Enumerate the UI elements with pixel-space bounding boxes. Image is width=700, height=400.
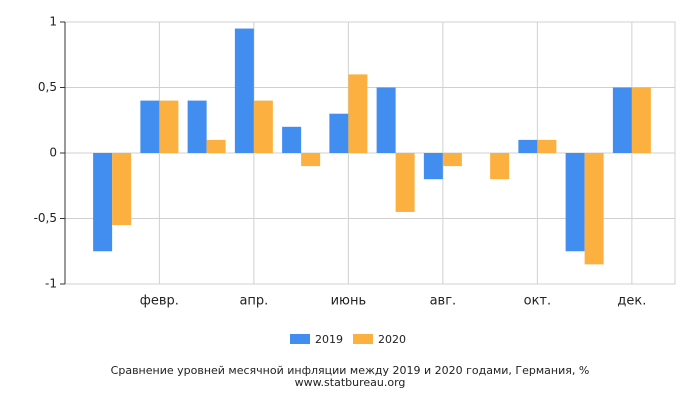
legend-swatch — [353, 334, 373, 344]
bar — [631, 87, 651, 153]
source: www.statbureau.org — [295, 376, 406, 389]
legend-label: 2019 — [315, 333, 343, 346]
bar — [490, 153, 510, 180]
x-tick-label: февр. — [140, 294, 179, 309]
bar — [348, 74, 368, 153]
bar — [565, 153, 585, 252]
legend-swatch — [290, 334, 310, 344]
legend-label: 2020 — [378, 333, 406, 346]
bar — [423, 153, 443, 180]
bar — [253, 100, 273, 153]
y-tick-label: 0,5 — [38, 80, 57, 94]
bar — [584, 153, 604, 265]
bar — [140, 100, 160, 153]
y-tick-label: 1 — [49, 15, 57, 29]
bar — [395, 153, 415, 212]
bar — [282, 126, 302, 153]
x-tick-label: окт. — [524, 294, 552, 309]
chart-title: Сравнение уровней месячной инфляции межд… — [111, 364, 590, 377]
bar — [537, 139, 557, 153]
bar — [612, 87, 632, 153]
y-tick-label: -1 — [45, 277, 57, 291]
bar — [206, 139, 226, 153]
bar — [187, 100, 207, 153]
bar — [442, 153, 462, 167]
bar — [112, 153, 132, 226]
bar — [329, 113, 349, 153]
x-tick-label: апр. — [239, 294, 268, 309]
bar — [234, 28, 254, 153]
bar — [518, 139, 538, 153]
bar — [159, 100, 179, 153]
bar — [301, 153, 321, 167]
bar — [376, 87, 396, 153]
y-tick-label: -0,5 — [34, 211, 57, 225]
bar — [93, 153, 113, 252]
x-tick-label: июнь — [331, 294, 367, 309]
x-tick-label: авг. — [430, 294, 457, 309]
y-tick-label: 0 — [49, 146, 57, 160]
x-tick-label: дек. — [617, 294, 646, 309]
